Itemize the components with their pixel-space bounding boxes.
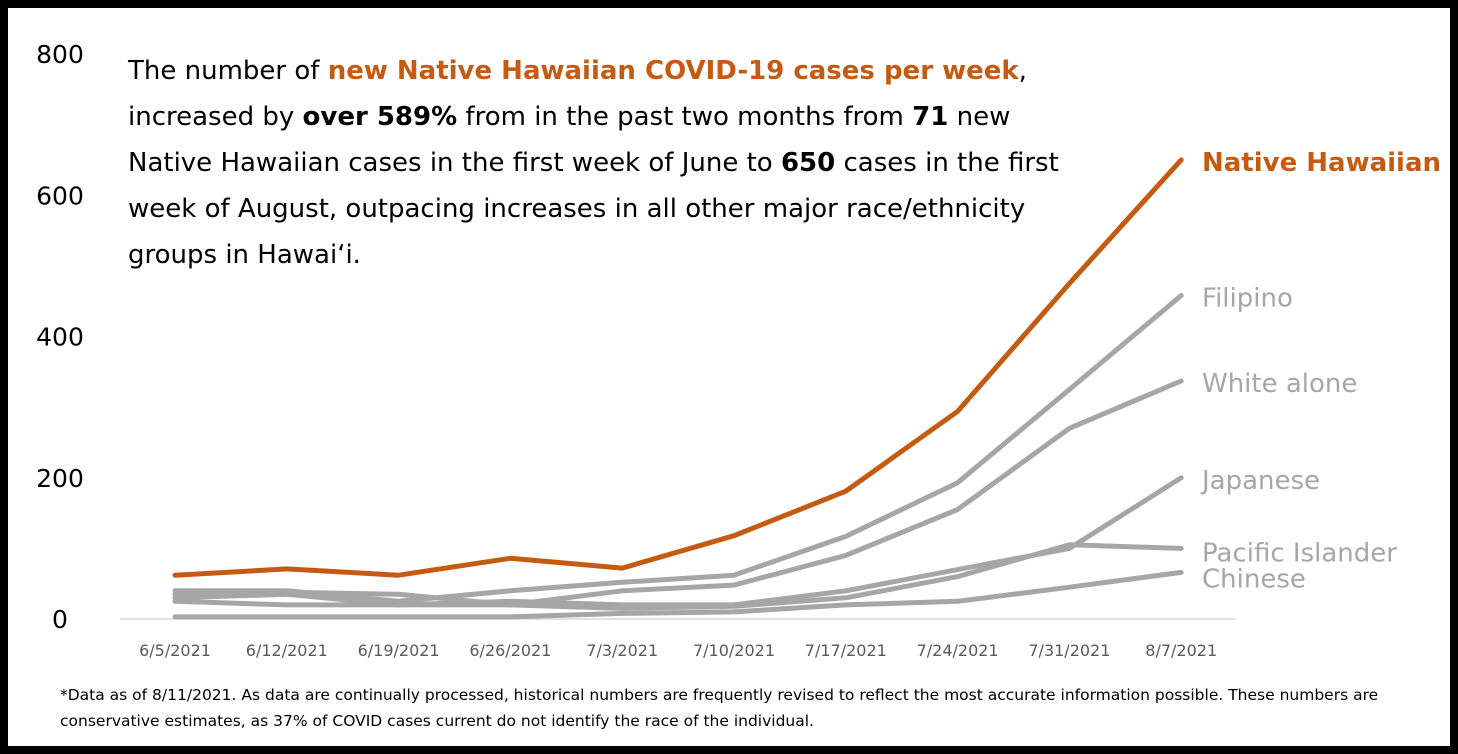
x-tick-label: 7/24/2021 — [917, 641, 999, 660]
series-line-native-hawaiian — [172, 157, 1184, 578]
y-tick-label: 400 — [36, 323, 84, 352]
series-label-filipino: Filipino — [1202, 284, 1293, 314]
headline-text-3: from in the past two months from — [457, 102, 913, 132]
y-tick-label: 600 — [36, 181, 84, 210]
headline-june-count: 71 — [912, 102, 949, 132]
x-tick-label: 7/3/2021 — [586, 641, 658, 660]
y-tick-label: 200 — [36, 464, 84, 493]
series-label-native-hawaiian: Native Hawaiian — [1202, 148, 1441, 178]
headline-percent: over 589% — [302, 102, 458, 132]
series-label-japanese: Japanese — [1200, 466, 1320, 496]
axes: 0 200 400 600 800 6/5/2021 6/12/2021 6/19/2021 6… — [36, 40, 1236, 660]
y-tick-label: 800 — [36, 40, 84, 69]
series-line-japanese — [172, 475, 1184, 608]
series-label-chinese: Chinese — [1202, 564, 1306, 594]
x-tick-label: 8/7/2021 — [1145, 641, 1217, 660]
x-tick-label: 6/26/2021 — [469, 641, 551, 660]
series-line-filipino — [172, 293, 1184, 604]
series-label-white-alone: White alone — [1202, 369, 1357, 399]
series-lines — [172, 157, 1184, 620]
x-tick-label: 7/17/2021 — [805, 641, 887, 660]
headline-text-1: The number of — [128, 56, 328, 86]
headline-text-5: cases in the first week of August, outpa… — [128, 148, 1059, 270]
x-tick-label: 6/12/2021 — [246, 641, 328, 660]
x-tick-label: 7/31/2021 — [1028, 641, 1110, 660]
footnote: *Data as of 8/11/2021. As data are conti… — [60, 686, 1379, 730]
series-line-white-alone — [172, 378, 1184, 608]
series-label-pacific-islander: Pacific Islander — [1202, 538, 1397, 568]
headline-highlight: new Native Hawaiian COVID-19 cases per w… — [327, 56, 1019, 86]
x-tick-label: 6/19/2021 — [358, 641, 440, 660]
headline-text-4: new Native Hawaiian cases in the first w… — [128, 102, 1011, 178]
headline-text-2: , increased by — [128, 56, 1027, 132]
series-line-chinese — [172, 569, 1184, 620]
headline-annotation: The number of new Native Hawaiian COVID-… — [128, 48, 1068, 278]
headline-august-count: 650 — [780, 148, 836, 178]
y-tick-label: 0 — [52, 605, 68, 634]
x-tick-label: 6/5/2021 — [139, 641, 211, 660]
x-tick-label: 7/10/2021 — [693, 641, 775, 660]
